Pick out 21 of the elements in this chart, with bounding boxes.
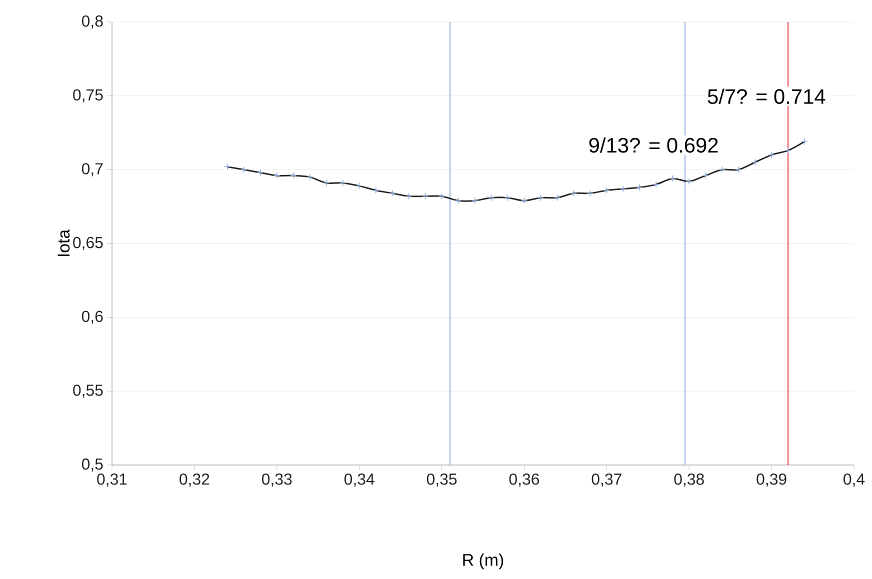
x-tick-label: 0,35: [426, 474, 457, 487]
y-axis-title: Iota: [58, 229, 70, 256]
annotation: 9/13? = 0.692: [589, 137, 718, 153]
x-tick-label: 0,38: [674, 474, 704, 487]
x-tick-label: 0,37: [592, 474, 622, 487]
annotation: 5/7? = 0.714: [708, 88, 826, 104]
x-tick-label: 0,36: [509, 474, 540, 487]
x-tick-label: 0,32: [180, 474, 210, 487]
x-tick-label: 0,39: [756, 474, 786, 487]
x-tick-label: 0,4: [844, 474, 865, 487]
x-tick-label: 0,33: [262, 474, 292, 487]
y-tick-label: 0,8: [82, 15, 103, 29]
x-tick-label: 0,31: [97, 474, 127, 487]
y-tick-label: 0,55: [73, 384, 103, 398]
y-tick-label: 0,5: [82, 458, 103, 472]
y-tick-label: 0,6: [82, 310, 103, 324]
y-tick-label: 0,65: [73, 236, 103, 250]
x-axis-title: R (m): [463, 554, 504, 570]
y-tick-label: 0,75: [73, 89, 103, 102]
y-tick-label: 0,7: [82, 163, 103, 176]
x-tick-label: 0,34: [344, 474, 374, 487]
